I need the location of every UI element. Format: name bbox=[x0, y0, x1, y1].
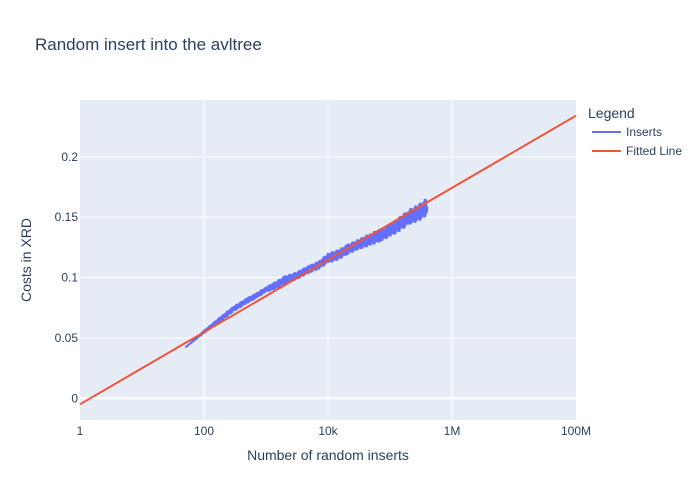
x-tick-label: 100M bbox=[561, 424, 591, 438]
y-tick-label: 0 bbox=[71, 391, 78, 405]
series-inserts-line bbox=[184, 198, 429, 349]
y-tick-label: 0.05 bbox=[55, 331, 79, 345]
series-fitted-line bbox=[79, 114, 577, 406]
chart-title: Random insert into the avltree bbox=[35, 35, 262, 54]
x-axis-ticks: 1 100 10k 1M 100M bbox=[77, 424, 591, 438]
legend: Legend Inserts Fitted Line bbox=[588, 105, 682, 158]
x-tick-label: 10k bbox=[318, 424, 338, 438]
legend-label-fitted-line: Fitted Line bbox=[626, 144, 682, 158]
grid-lines bbox=[80, 100, 576, 420]
y-axis-title: Costs in XRD bbox=[18, 218, 34, 302]
y-tick-label: 0.1 bbox=[61, 271, 78, 285]
x-tick-label: 1M bbox=[444, 424, 461, 438]
legend-label-inserts: Inserts bbox=[626, 125, 662, 139]
series-layer bbox=[79, 114, 577, 406]
y-tick-label: 0.2 bbox=[61, 150, 78, 164]
x-axis-title: Number of random inserts bbox=[247, 447, 409, 463]
legend-title: Legend bbox=[588, 105, 635, 121]
y-axis-ticks: 0 0.05 0.1 0.15 0.2 bbox=[55, 150, 79, 406]
y-tick-label: 0.15 bbox=[55, 210, 79, 224]
x-tick-label: 1 bbox=[77, 424, 84, 438]
x-tick-label: 100 bbox=[194, 424, 214, 438]
